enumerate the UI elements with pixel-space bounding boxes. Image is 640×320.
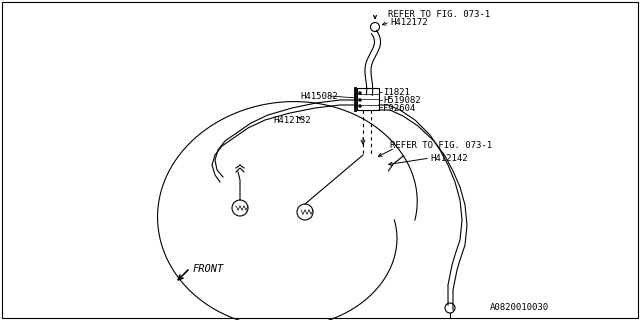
Circle shape — [358, 92, 362, 94]
Bar — [357, 88, 379, 110]
Text: H412172: H412172 — [390, 18, 428, 27]
Text: F92604: F92604 — [383, 103, 415, 113]
Text: H519082: H519082 — [383, 95, 420, 105]
Text: H415082: H415082 — [300, 92, 338, 100]
Text: H412142: H412142 — [430, 154, 468, 163]
Text: REFER TO FIG. 073-1: REFER TO FIG. 073-1 — [390, 140, 492, 149]
Circle shape — [358, 99, 362, 101]
Circle shape — [358, 105, 362, 108]
Text: REFER TO FIG. 073-1: REFER TO FIG. 073-1 — [388, 10, 490, 19]
Text: I1821: I1821 — [383, 87, 410, 97]
Text: H412132: H412132 — [273, 116, 310, 124]
Text: FRONT: FRONT — [193, 264, 224, 274]
Text: A0820010030: A0820010030 — [490, 303, 549, 312]
